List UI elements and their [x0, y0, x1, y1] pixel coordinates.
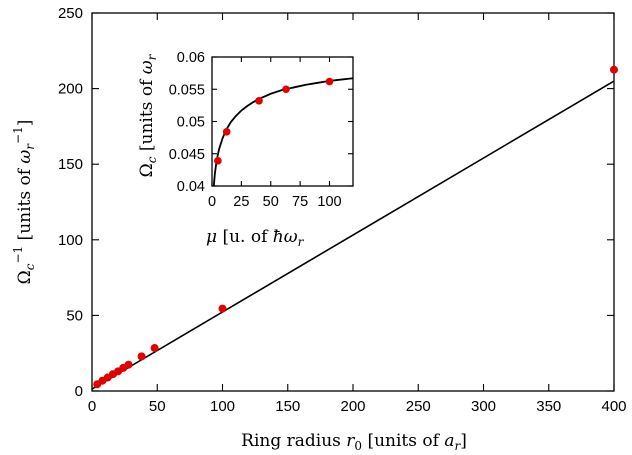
y-tick-label: 250 — [58, 5, 83, 22]
data-point — [325, 77, 334, 86]
x-tick-label: 100 — [210, 398, 235, 415]
inset-background — [212, 57, 353, 186]
y-tick-label: 100 — [58, 232, 83, 249]
svg-text:Ring radius r0 [units of ar]: Ring radius r0 [units of ar] — [241, 431, 467, 453]
data-point — [150, 344, 159, 353]
x-tick-label: 50 — [263, 194, 279, 210]
fit-curve — [212, 77, 354, 187]
inset-y-axis-title: Ωc [units of ωr — [137, 53, 159, 177]
x-tick-label: 300 — [471, 398, 496, 415]
main-series — [91, 65, 618, 390]
fit-line — [91, 80, 615, 390]
svg-text:Ωc [units of ωr: Ωc [units of ωr — [137, 53, 159, 177]
inset-x-axis-title: μ [u. of ħωr — [206, 227, 305, 249]
y-tick-label: 200 — [58, 81, 83, 98]
y-tick-label: 50 — [66, 307, 83, 324]
x-tick-label: 150 — [275, 398, 300, 415]
y-tick-label: 0 — [75, 383, 83, 400]
data-point — [610, 65, 618, 74]
inset-series — [212, 77, 354, 187]
data-point — [282, 85, 290, 94]
data-point — [214, 157, 222, 165]
x-tick-label: 25 — [233, 194, 249, 210]
x-tick-label: 75 — [292, 194, 308, 210]
y-tick-label: 0.055 — [169, 82, 205, 98]
data-point — [218, 304, 227, 313]
x-tick-label: 100 — [317, 194, 341, 210]
main-x-axis-title: Ring radius r0 [units of ar] — [241, 431, 467, 453]
y-tick-label: 0.045 — [169, 147, 205, 163]
x-tick-label: 0 — [208, 194, 216, 210]
y-tick-label: 150 — [58, 156, 83, 173]
x-tick-label: 350 — [536, 398, 561, 415]
x-tick-label: 0 — [88, 398, 96, 415]
inset-plot: 0 25 50 75 100 0.04 0.045 0.05 0.055 0.06 μ [u. o… — [137, 50, 354, 249]
svg-text:μ [u. of ħωr: μ [u. of ħωr — [206, 227, 305, 249]
data-point — [137, 352, 146, 361]
x-tick-label: 50 — [149, 398, 166, 415]
data-point — [222, 128, 231, 136]
data-point — [124, 360, 133, 369]
x-tick-label: 400 — [601, 398, 626, 415]
y-tick-label: 0.04 — [177, 179, 205, 195]
y-tick-label: 0.06 — [177, 50, 205, 66]
inset-ticks: 0 25 50 75 100 0.04 0.045 0.05 0.055 0.06 — [169, 50, 353, 210]
x-tick-label: 200 — [340, 398, 365, 415]
y-tick-label: 0.05 — [177, 115, 205, 131]
data-point — [255, 97, 263, 105]
x-tick-label: 250 — [406, 398, 431, 415]
